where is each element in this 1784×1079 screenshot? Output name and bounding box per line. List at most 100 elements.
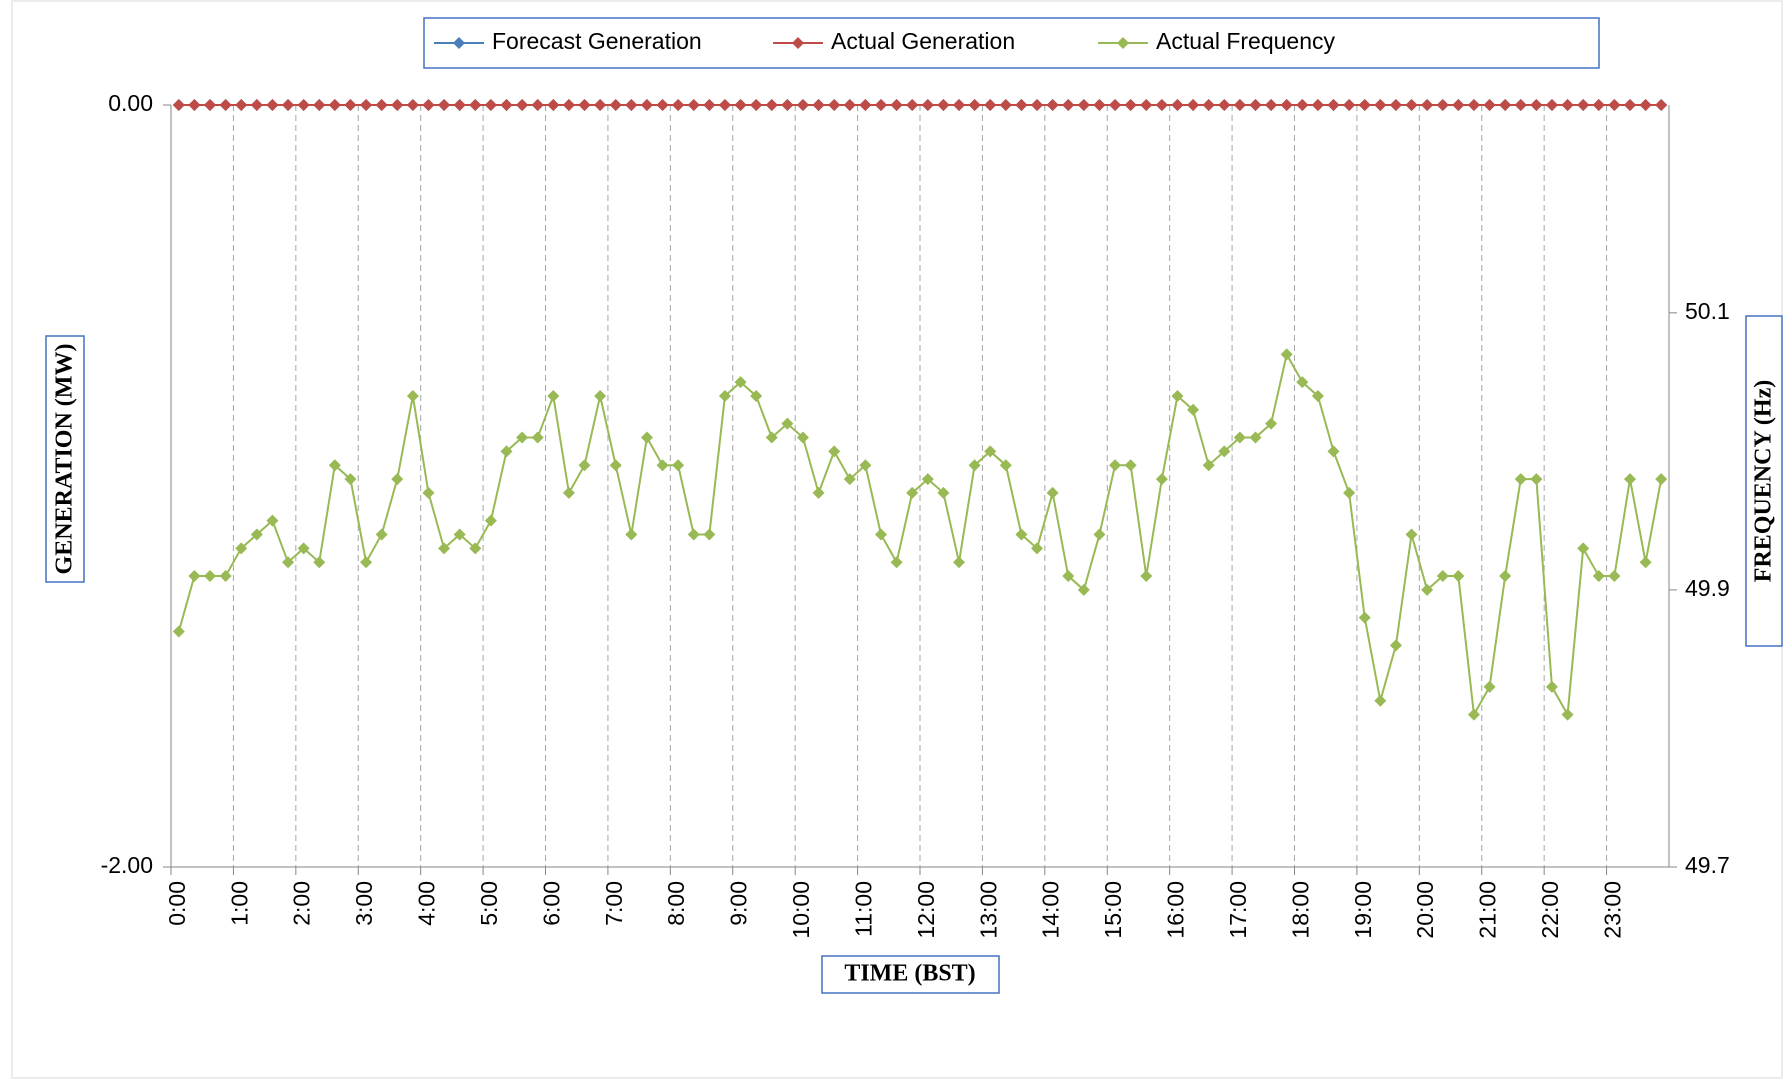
marker [999,99,1012,111]
marker [531,99,544,111]
marker [219,99,232,111]
marker [1405,99,1418,111]
marker [1592,570,1605,583]
marker [1545,99,1558,111]
marker [1436,570,1449,583]
marker [1031,99,1044,111]
x-tick-label: 7:00 [601,881,627,926]
marker [1233,99,1246,111]
marker [219,570,232,583]
marker [843,99,856,111]
marker [484,514,497,527]
marker [765,431,778,444]
marker [640,431,653,444]
marker [1358,611,1371,624]
marker [172,99,185,111]
marker [1015,528,1028,541]
x-tick-label: 23:00 [1599,881,1625,939]
marker [625,99,638,111]
marker [1405,528,1418,541]
marker [921,473,934,486]
x-tick-label: 1:00 [226,881,252,926]
marker [609,99,622,111]
marker [1623,99,1636,111]
marker [1327,99,1340,111]
marker [469,99,482,111]
x-tick-label: 10:00 [788,881,814,939]
marker [1280,348,1293,361]
marker [1639,99,1652,111]
marker [687,99,700,111]
marker [703,99,716,111]
marker [750,99,763,111]
marker [453,99,466,111]
x-tick-label: 15:00 [1100,881,1126,939]
y-title-box [45,335,85,583]
marker [1062,99,1075,111]
marker [1483,680,1496,693]
marker [1545,680,1558,693]
marker [1514,99,1527,111]
marker [1140,99,1153,111]
marker [1577,542,1590,555]
marker [1327,445,1340,458]
marker [1389,99,1402,111]
marker [516,431,529,444]
marker [953,556,966,569]
x-tick-label: 16:00 [1163,881,1189,939]
x-tick-label: 9:00 [726,881,752,926]
marker [1124,459,1137,472]
marker [874,528,887,541]
marker [1343,486,1356,499]
marker [1265,99,1278,111]
marker [1155,473,1168,486]
marker [438,542,451,555]
x-tick-label: 5:00 [476,881,502,926]
x-tick-label: 0:00 [164,881,190,926]
marker [625,528,638,541]
marker [781,417,794,430]
marker [1124,99,1137,111]
marker [1077,583,1090,596]
marker [1421,583,1434,596]
marker [235,542,248,555]
marker [250,99,263,111]
marker [1530,473,1543,486]
marker [734,376,747,389]
marker [859,459,872,472]
marker [500,445,513,458]
y2-tick-label: 49.7 [1685,852,1730,878]
marker [1592,99,1605,111]
marker [1577,99,1590,111]
marker [750,389,763,402]
marker [375,99,388,111]
x-tick-label: 8:00 [663,881,689,926]
marker [1109,99,1122,111]
marker [453,528,466,541]
marker [1623,473,1636,486]
marker [188,99,201,111]
x-tick-label: 19:00 [1350,881,1376,939]
marker [984,445,997,458]
x-title-box [821,955,1000,994]
marker [1046,486,1059,499]
marker [1655,99,1668,111]
marker [360,556,373,569]
marker [1452,99,1465,111]
legend-marker [1117,37,1129,49]
marker [1093,528,1106,541]
marker [937,486,950,499]
marker [250,528,263,541]
marker [547,389,560,402]
marker [266,514,279,527]
marker [828,445,841,458]
y2-tick-label: 49.9 [1685,575,1730,601]
marker [1343,99,1356,111]
marker [672,459,685,472]
y2-axis-title: FREQUENCY (Hz) [1751,380,1777,582]
legend-marker [453,37,465,49]
marker [422,486,435,499]
marker [391,473,404,486]
marker [1249,99,1262,111]
